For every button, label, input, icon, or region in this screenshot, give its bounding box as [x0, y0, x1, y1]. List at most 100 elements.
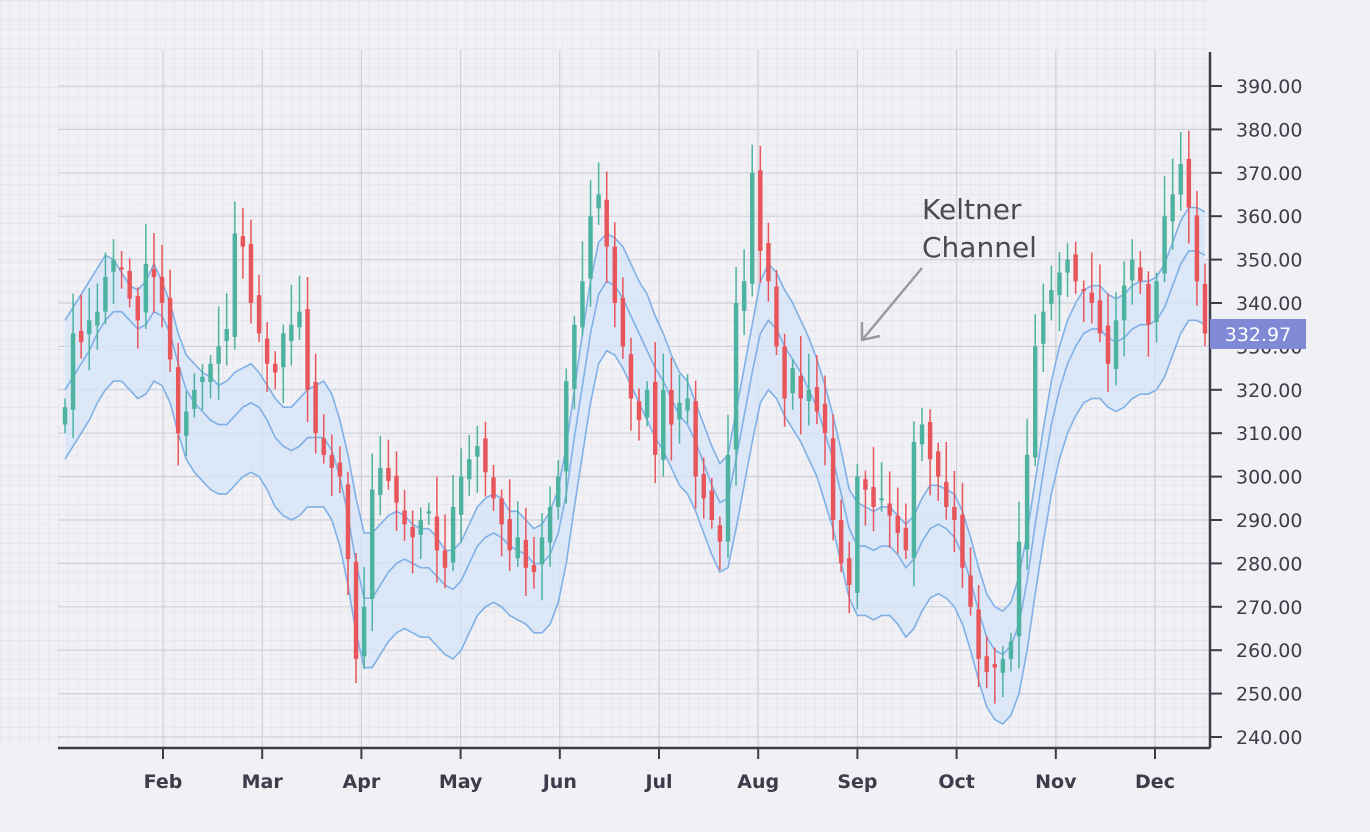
candle-body: [1170, 194, 1175, 222]
candle: [895, 487, 900, 554]
candle-body: [863, 479, 868, 490]
candle: [361, 566, 367, 669]
candle-body: [1032, 346, 1038, 458]
candle: [216, 306, 221, 400]
candle-body: [1000, 658, 1006, 673]
candle-body: [596, 194, 601, 209]
candle: [232, 201, 238, 350]
candle: [167, 269, 173, 373]
candle: [572, 316, 577, 410]
candle: [580, 241, 585, 336]
candle-body: [289, 324, 294, 342]
candle-body: [450, 506, 456, 563]
candle-body: [119, 267, 124, 270]
candle: [1170, 158, 1175, 250]
candle-body: [386, 467, 391, 481]
candle-body: [1154, 281, 1159, 323]
candle-body: [879, 498, 884, 501]
candle-body: [523, 539, 529, 568]
candle: [976, 585, 981, 688]
candle-body: [871, 487, 876, 507]
candle: [1032, 314, 1038, 467]
candle-body: [353, 561, 359, 659]
candle-body: [693, 401, 698, 477]
candle: [758, 145, 763, 284]
candle: [555, 460, 561, 520]
candle-body: [321, 438, 326, 455]
candle: [814, 355, 820, 425]
candle: [248, 219, 254, 324]
candle-body: [281, 333, 286, 368]
candle: [952, 470, 957, 553]
candle: [968, 547, 973, 616]
candle: [378, 435, 383, 516]
candle: [774, 270, 779, 356]
candle: [790, 359, 795, 410]
candle: [402, 490, 407, 541]
candle: [418, 507, 423, 560]
candle: [394, 451, 399, 531]
candle: [693, 380, 698, 509]
candle-body: [620, 297, 626, 347]
candle-body: [426, 511, 432, 514]
candle: [935, 442, 941, 501]
candle-body: [887, 503, 892, 516]
candle-body: [1105, 325, 1111, 364]
y-tick-label: 340.00: [1236, 293, 1302, 315]
candle-body: [200, 376, 205, 382]
candle-body: [604, 199, 609, 247]
candle: [345, 471, 351, 596]
candle-body: [976, 609, 981, 659]
candle-body: [1194, 215, 1200, 282]
candle-body: [822, 403, 828, 434]
candle: [1130, 239, 1135, 305]
candle: [911, 421, 917, 587]
candle-body: [434, 516, 440, 551]
candle: [806, 353, 812, 426]
candle-body: [814, 387, 820, 412]
candle-body: [855, 476, 860, 593]
candle-body: [774, 286, 779, 347]
candle-body: [370, 489, 375, 599]
candles: [62, 130, 1208, 704]
candle: [175, 342, 181, 466]
candle: [1024, 418, 1030, 570]
candle-body: [483, 438, 488, 473]
candle-body: [394, 475, 399, 503]
candle: [717, 516, 723, 570]
candle-body: [410, 526, 415, 538]
candle: [329, 434, 335, 497]
candle-body: [378, 467, 383, 495]
candle-body: [992, 664, 998, 668]
candle: [62, 398, 68, 434]
candle-body: [588, 216, 593, 279]
candle-body: [1186, 158, 1192, 208]
candle: [766, 222, 771, 302]
candle: [1016, 501, 1022, 669]
candle-body: [766, 243, 771, 282]
candle-body: [418, 520, 423, 535]
x-tick-label: Feb: [144, 771, 183, 793]
y-tick-label: 320.00: [1236, 380, 1302, 402]
candle: [103, 252, 108, 325]
candle-body: [1130, 259, 1135, 281]
candle: [547, 486, 553, 567]
candle-body: [750, 172, 755, 284]
candle-body: [572, 324, 577, 389]
annotation: Keltner Channel: [860, 193, 1037, 342]
candle-body: [1113, 320, 1119, 369]
candle-body: [1146, 283, 1151, 325]
candle: [95, 283, 100, 350]
x-tick-label: Dec: [1135, 771, 1175, 793]
candle: [661, 353, 666, 477]
candle: [281, 324, 286, 404]
candle: [143, 224, 149, 330]
candle: [475, 425, 480, 493]
candle: [847, 541, 852, 614]
candle-body: [305, 309, 310, 390]
candle-body: [580, 281, 585, 328]
x-tick-label: Mar: [242, 771, 284, 793]
candle-body: [208, 363, 213, 382]
candle-body: [264, 338, 270, 364]
candle: [184, 391, 189, 457]
